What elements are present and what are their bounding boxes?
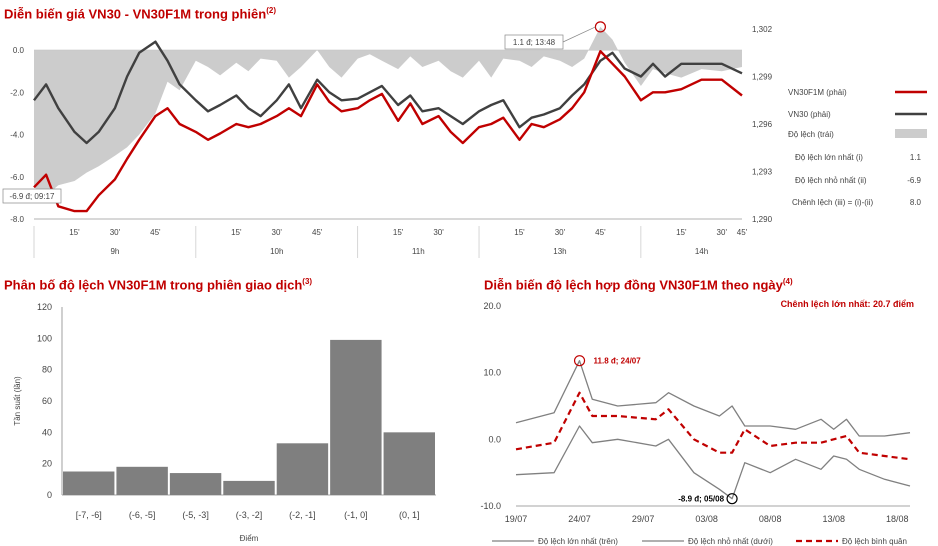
bar bbox=[169, 473, 222, 495]
x-tick-label: 15' bbox=[676, 228, 687, 237]
x-tick-label: 30' bbox=[433, 228, 444, 237]
hour-label: 10h bbox=[270, 247, 283, 256]
x-tick-label: 08/08 bbox=[759, 514, 782, 524]
legend-label: Độ lệch lớn nhất (trên) bbox=[538, 537, 618, 546]
max-line bbox=[515, 360, 911, 437]
y-tick-label: 100 bbox=[37, 333, 52, 343]
y-tick-label: 0.0 bbox=[488, 434, 501, 444]
x-tick-label: 45' bbox=[150, 228, 161, 237]
y-right-tick: 1,302 bbox=[752, 25, 773, 34]
y-right-tick: 1,296 bbox=[752, 120, 773, 129]
y-left-tick: 0.0 bbox=[13, 46, 25, 55]
bar bbox=[116, 466, 168, 495]
y-right-tick: 1,299 bbox=[752, 73, 773, 82]
bar bbox=[63, 471, 115, 495]
y-tick-label: 120 bbox=[37, 302, 52, 312]
x-tick-label: 13/08 bbox=[822, 514, 845, 524]
x-tick-label: (-5, -3] bbox=[182, 510, 209, 520]
max-annotation: 11.8 đ; 24/07 bbox=[594, 357, 642, 366]
hour-label: 11h bbox=[412, 247, 425, 256]
min-marker bbox=[726, 493, 738, 505]
x-tick-label: 30' bbox=[110, 228, 121, 237]
x-tick-label: 15' bbox=[69, 228, 80, 237]
x-tick-label: 15' bbox=[393, 228, 404, 237]
hour-label: 14h bbox=[695, 247, 708, 256]
y-right-tick: 1,290 bbox=[752, 215, 773, 224]
x-tick-label: (-2, -1] bbox=[289, 510, 316, 520]
x-tick-label: 15' bbox=[231, 228, 242, 237]
stat-value: -6.9 bbox=[907, 176, 921, 185]
x-tick-label: 29/07 bbox=[632, 514, 655, 524]
legend-swatch bbox=[895, 129, 927, 138]
legend-label: Độ lệch nhỏ nhất (dưới) bbox=[688, 537, 773, 546]
x-tick-label: 15' bbox=[514, 228, 525, 237]
avg-line bbox=[515, 391, 911, 461]
x-tick-label: 30' bbox=[272, 228, 283, 237]
legend-label: Độ lệch bình quân bbox=[842, 537, 907, 546]
stat-label: Độ lệch nhỏ nhất (ii) bbox=[795, 176, 867, 185]
hour-label: 9h bbox=[110, 247, 119, 256]
daily-basis-chart-title: Diễn biến độ lệch hợp đồng VN30F1M theo … bbox=[484, 277, 793, 293]
y-left-tick: -2.0 bbox=[10, 88, 24, 97]
x-tick-label: 30' bbox=[717, 228, 728, 237]
x-tick-label: 45' bbox=[737, 228, 748, 237]
hour-label: 13h bbox=[553, 247, 566, 256]
y-left-tick: -8.0 bbox=[10, 215, 24, 224]
y-tick-label: 20 bbox=[42, 459, 52, 469]
min-annotation: -8.9 đ; 05/08 bbox=[678, 495, 724, 504]
max-deviation-leader bbox=[562, 26, 596, 43]
bar bbox=[276, 443, 329, 495]
x-tick-label: 18/08 bbox=[886, 514, 909, 524]
deviation-area bbox=[34, 26, 742, 196]
distribution-chart-title: Phân bố độ lệch VN30F1M trong phiên giao… bbox=[4, 277, 313, 293]
y-tick-label: -10.0 bbox=[480, 501, 501, 511]
y-tick-label: 10.0 bbox=[483, 368, 501, 378]
x-tick-label: (-3, -2] bbox=[236, 510, 263, 520]
y-tick-label: 40 bbox=[42, 427, 52, 437]
stat-value: 1.1 bbox=[910, 153, 922, 162]
x-axis-label: Điểm bbox=[240, 534, 259, 543]
subtitle: Chênh lệch lớn nhất: 20.7 điểm bbox=[781, 299, 914, 309]
stat-label: Chênh lệch (iii) = (i)-(ii) bbox=[792, 198, 873, 207]
legend-label: VN30 (phải) bbox=[788, 110, 831, 119]
stat-value: 8.0 bbox=[910, 198, 922, 207]
x-tick-label: (0, 1] bbox=[399, 510, 420, 520]
legend-label: Độ lệch (trái) bbox=[788, 130, 834, 139]
max-deviation-label: 1.1 đ; 13:48 bbox=[513, 38, 556, 47]
min-line bbox=[515, 425, 911, 500]
x-tick-label: (-6, -5] bbox=[129, 510, 156, 520]
x-tick-label: [-7, -6] bbox=[76, 510, 102, 520]
y-tick-label: 60 bbox=[42, 396, 52, 406]
vn30f1m-line bbox=[33, 50, 743, 213]
y-axis-label: Tần suất (lần) bbox=[13, 376, 22, 426]
x-tick-label: 30' bbox=[555, 228, 566, 237]
y-tick-label: 0 bbox=[47, 490, 52, 500]
y-tick-label: 80 bbox=[42, 365, 52, 375]
x-tick-label: 45' bbox=[595, 228, 606, 237]
bar bbox=[223, 480, 275, 495]
y-left-tick: -4.0 bbox=[10, 131, 24, 140]
y-tick-label: 20.0 bbox=[483, 301, 501, 311]
max-marker bbox=[573, 355, 586, 367]
x-tick-label: 45' bbox=[312, 228, 323, 237]
y-right-tick: 1,293 bbox=[752, 168, 773, 177]
x-tick-label: (-1, 0] bbox=[344, 510, 368, 520]
x-tick-label: 03/08 bbox=[695, 514, 718, 524]
min-deviation-label: -6.9 đ; 09:17 bbox=[10, 192, 55, 201]
stat-label: Độ lệch lớn nhất (i) bbox=[795, 153, 863, 162]
x-tick-label: 19/07 bbox=[505, 514, 528, 524]
x-tick-label: 24/07 bbox=[568, 514, 591, 524]
bar bbox=[330, 339, 382, 495]
legend-label: VN30F1M (phải) bbox=[788, 88, 847, 97]
intraday-chart-title: Diễn biến giá VN30 - VN30F1M trong phiên… bbox=[4, 6, 276, 22]
bar bbox=[383, 432, 435, 495]
y-left-tick: -6.0 bbox=[10, 173, 24, 182]
min-deviation-label-box bbox=[2, 188, 62, 204]
